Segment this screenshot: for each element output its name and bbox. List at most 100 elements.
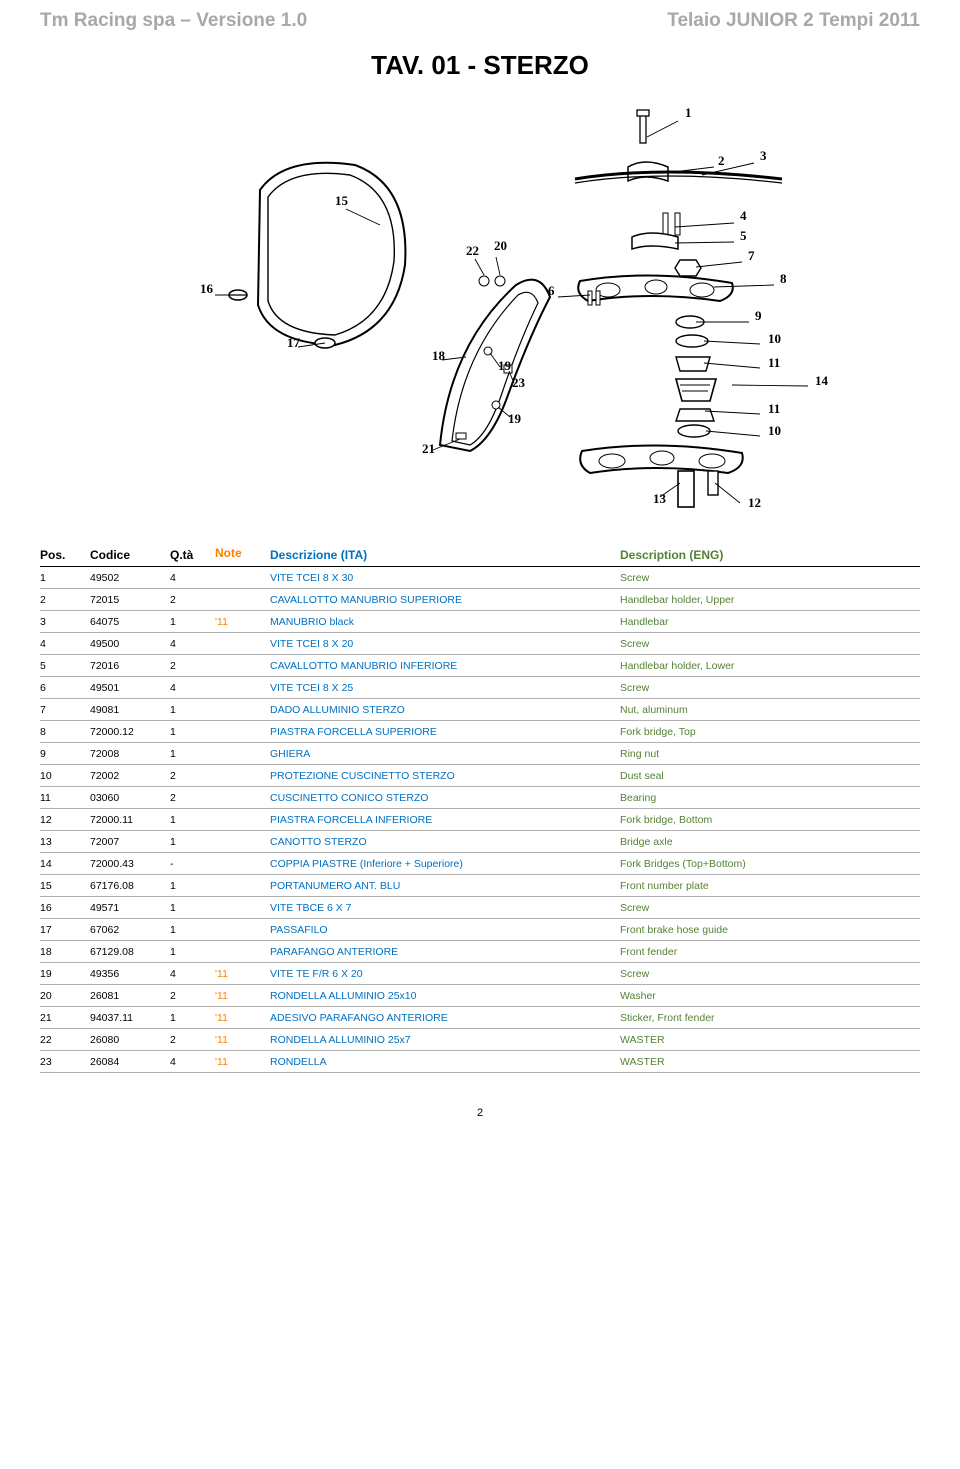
cell-eng: Washer [620, 990, 920, 1002]
svg-text:5: 5 [740, 228, 747, 243]
cell-cod: 03060 [90, 792, 170, 804]
cell-cod: 49501 [90, 682, 170, 694]
svg-text:7: 7 [748, 248, 755, 263]
cell-cod: 26081 [90, 990, 170, 1002]
cell-note [215, 814, 270, 826]
cell-cod: 72000.12 [90, 726, 170, 738]
cell-ita: CANOTTO STERZO [270, 836, 620, 848]
col-qta: Q.tà [170, 548, 215, 562]
cell-q: 1 [170, 704, 215, 716]
cell-note [215, 726, 270, 738]
svg-text:13: 13 [653, 491, 667, 506]
cell-pos: 22 [40, 1034, 90, 1046]
cell-cod: 72000.11 [90, 814, 170, 826]
cell-pos: 12 [40, 814, 90, 826]
cell-q: 1 [170, 616, 215, 628]
svg-text:12: 12 [748, 495, 761, 510]
table-header-row: Pos. Codice Q.tà '11 Descrizione (ITA) D… [40, 544, 920, 567]
cell-pos: 15 [40, 880, 90, 892]
cell-q: 1 [170, 836, 215, 848]
cell-ita: MANUBRIO black [270, 616, 620, 628]
cell-pos: 5 [40, 660, 90, 672]
cell-note [215, 924, 270, 936]
cell-q: 4 [170, 968, 215, 980]
cell-eng: Handlebar holder, Upper [620, 594, 920, 606]
cell-eng: Fork bridge, Top [620, 726, 920, 738]
cell-eng: Fork bridge, Bottom [620, 814, 920, 826]
cell-ita: CAVALLOTTO MANUBRIO SUPERIORE [270, 594, 620, 606]
svg-text:16: 16 [200, 281, 214, 296]
cell-q: 2 [170, 660, 215, 672]
table-row: 3640751'11MANUBRIO blackHandlebar [40, 611, 920, 633]
cell-eng: Bridge axle [620, 836, 920, 848]
svg-text:22: 22 [466, 243, 479, 258]
cell-cod: 72016 [90, 660, 170, 672]
cell-eng: Handlebar [620, 616, 920, 628]
cell-cod: 67062 [90, 924, 170, 936]
cell-q: 2 [170, 1034, 215, 1046]
cell-note [215, 682, 270, 694]
cell-q: 1 [170, 1012, 215, 1024]
svg-text:20: 20 [494, 238, 507, 253]
cell-ita: PIASTRA FORCELLA INFERIORE [270, 814, 620, 826]
table-row: 13720071CANOTTO STERZOBridge axle [40, 831, 920, 853]
svg-text:15: 15 [335, 193, 349, 208]
table-row: 17670621PASSAFILOFront brake hose guide [40, 919, 920, 941]
cell-cod: 72000.43 [90, 858, 170, 870]
cell-eng: Handlebar holder, Lower [620, 660, 920, 672]
cell-pos: 21 [40, 1012, 90, 1024]
col-ita: Descrizione (ITA) [270, 548, 620, 562]
svg-text:11: 11 [768, 355, 780, 370]
cell-q: 4 [170, 682, 215, 694]
col-pos: Pos. [40, 548, 90, 562]
cell-note [215, 836, 270, 848]
cell-q: 1 [170, 946, 215, 958]
cell-cod: 64075 [90, 616, 170, 628]
col-note-label: Note [215, 546, 246, 560]
table-row: 6495014VITE TCEI 8 X 25Screw [40, 677, 920, 699]
cell-cod: 49500 [90, 638, 170, 650]
svg-text:9: 9 [755, 308, 762, 323]
table-row: 1567176.081PORTANUMERO ANT. BLUFront num… [40, 875, 920, 897]
cell-cod: 49571 [90, 902, 170, 914]
cell-note [215, 858, 270, 870]
cell-eng: WASTER [620, 1056, 920, 1068]
table-row: 1472000.43-COPPIA PIASTRE (Inferiore + S… [40, 853, 920, 875]
table-row: 11030602CUSCINETTO CONICO STERZOBearing [40, 787, 920, 809]
cell-cod: 49502 [90, 572, 170, 584]
cell-q: 1 [170, 924, 215, 936]
table-row: 5720162CAVALLOTTO MANUBRIO INFERIOREHand… [40, 655, 920, 677]
diagram-svg: 1234578691011141110121315161718191920212… [120, 95, 840, 520]
svg-text:8: 8 [780, 271, 787, 286]
cell-ita: RONDELLA ALLUMINIO 25x7 [270, 1034, 620, 1046]
table-row: 1272000.111PIASTRA FORCELLA INFERIOREFor… [40, 809, 920, 831]
svg-text:23: 23 [512, 375, 526, 390]
cell-cod: 94037.11 [90, 1012, 170, 1024]
cell-pos: 7 [40, 704, 90, 716]
cell-ita: VITE TCEI 8 X 20 [270, 638, 620, 650]
table-row: 872000.121PIASTRA FORCELLA SUPERIOREFork… [40, 721, 920, 743]
cell-eng: Screw [620, 968, 920, 980]
cell-ita: CUSCINETTO CONICO STERZO [270, 792, 620, 804]
cell-pos: 20 [40, 990, 90, 1002]
cell-pos: 1 [40, 572, 90, 584]
cell-cod: 49081 [90, 704, 170, 716]
table-row: 4495004VITE TCEI 8 X 20Screw [40, 633, 920, 655]
cell-ita: GHIERA [270, 748, 620, 760]
cell-pos: 4 [40, 638, 90, 650]
cell-ita: DADO ALLUMINIO STERZO [270, 704, 620, 716]
cell-eng: Sticker, Front fender [620, 1012, 920, 1024]
cell-note: '11 [215, 1056, 270, 1068]
svg-text:19: 19 [498, 358, 512, 373]
svg-text:14: 14 [815, 373, 829, 388]
table-row: 7490811DADO ALLUMINIO STERZONut, aluminu… [40, 699, 920, 721]
table-row: 19493564'11VITE TE F/R 6 X 20Screw [40, 963, 920, 985]
cell-note [215, 572, 270, 584]
cell-note [215, 902, 270, 914]
cell-q: 2 [170, 770, 215, 782]
cell-eng: Screw [620, 638, 920, 650]
table-row: 1495024VITE TCEI 8 X 30Screw [40, 567, 920, 589]
cell-q: 2 [170, 792, 215, 804]
cell-eng: Screw [620, 572, 920, 584]
cell-pos: 2 [40, 594, 90, 606]
